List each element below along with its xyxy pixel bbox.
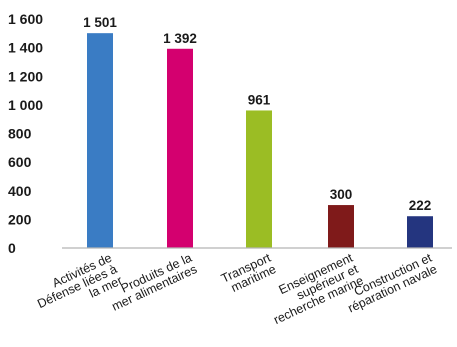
bar bbox=[167, 48, 193, 248]
y-tick-label: 600 bbox=[8, 154, 32, 170]
y-tick-label: 0 bbox=[8, 240, 16, 256]
bar-value-label: 1 392 bbox=[163, 31, 197, 46]
bar-value-label: 1 501 bbox=[83, 15, 117, 30]
bar bbox=[328, 205, 354, 248]
bar-value-label: 961 bbox=[248, 92, 271, 107]
bar-value-label: 300 bbox=[330, 187, 353, 202]
y-tick-label: 400 bbox=[8, 183, 32, 199]
bar-value-label: 222 bbox=[409, 198, 432, 213]
bar bbox=[407, 216, 433, 248]
bar bbox=[246, 110, 272, 248]
bar bbox=[87, 33, 113, 249]
y-tick-label: 1 600 bbox=[8, 11, 43, 27]
y-tick-label: 800 bbox=[8, 126, 32, 142]
y-tick-label: 1 000 bbox=[8, 97, 43, 113]
y-tick-label: 200 bbox=[8, 211, 32, 227]
y-axis: 0 200 400 600 800 1 000 1 200 1 400 1 600 bbox=[8, 11, 43, 256]
y-tick-label: 1 400 bbox=[8, 40, 43, 56]
y-tick-label: 1 200 bbox=[8, 68, 43, 84]
bars: 1 501 1 392 961 300 222 bbox=[83, 15, 433, 249]
